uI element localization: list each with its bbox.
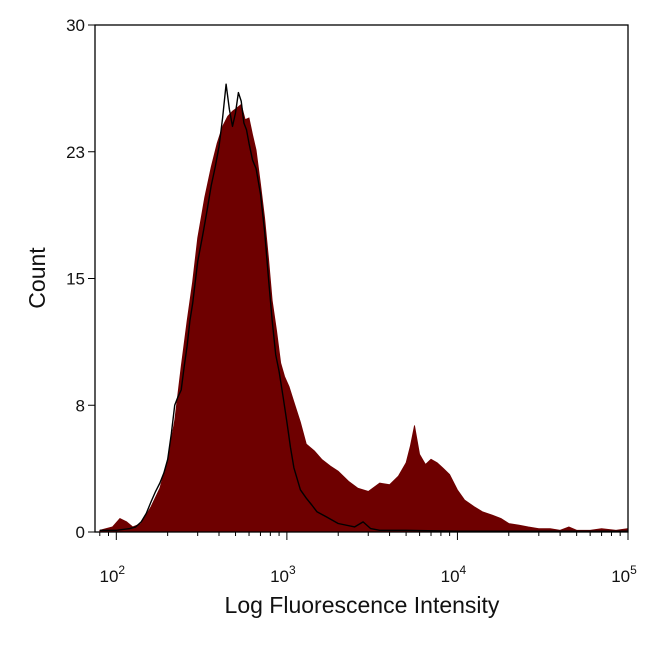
y-tick-label: 15: [66, 270, 85, 289]
y-tick-label: 0: [76, 523, 85, 542]
plot-area: [94, 24, 629, 533]
x-axis-title: Log Fluorescence Intensity: [225, 592, 500, 618]
x-tick-label: 103: [270, 563, 296, 586]
x-tick-label: 104: [441, 563, 467, 586]
y-axis-title: Count: [24, 247, 50, 309]
y-tick-label: 23: [66, 143, 85, 162]
series-filled-histogram: [99, 103, 629, 533]
series-outline-histogram: [99, 83, 628, 532]
y-axis-ticks: 0 8 15 23 30: [66, 16, 95, 542]
x-axis-ticks: 102 103 104 105: [99, 532, 637, 586]
x-tick-label: 102: [100, 563, 126, 586]
y-tick-label: 8: [76, 396, 85, 415]
y-tick-label: 30: [66, 16, 85, 35]
x-tick-label: 105: [611, 563, 637, 586]
